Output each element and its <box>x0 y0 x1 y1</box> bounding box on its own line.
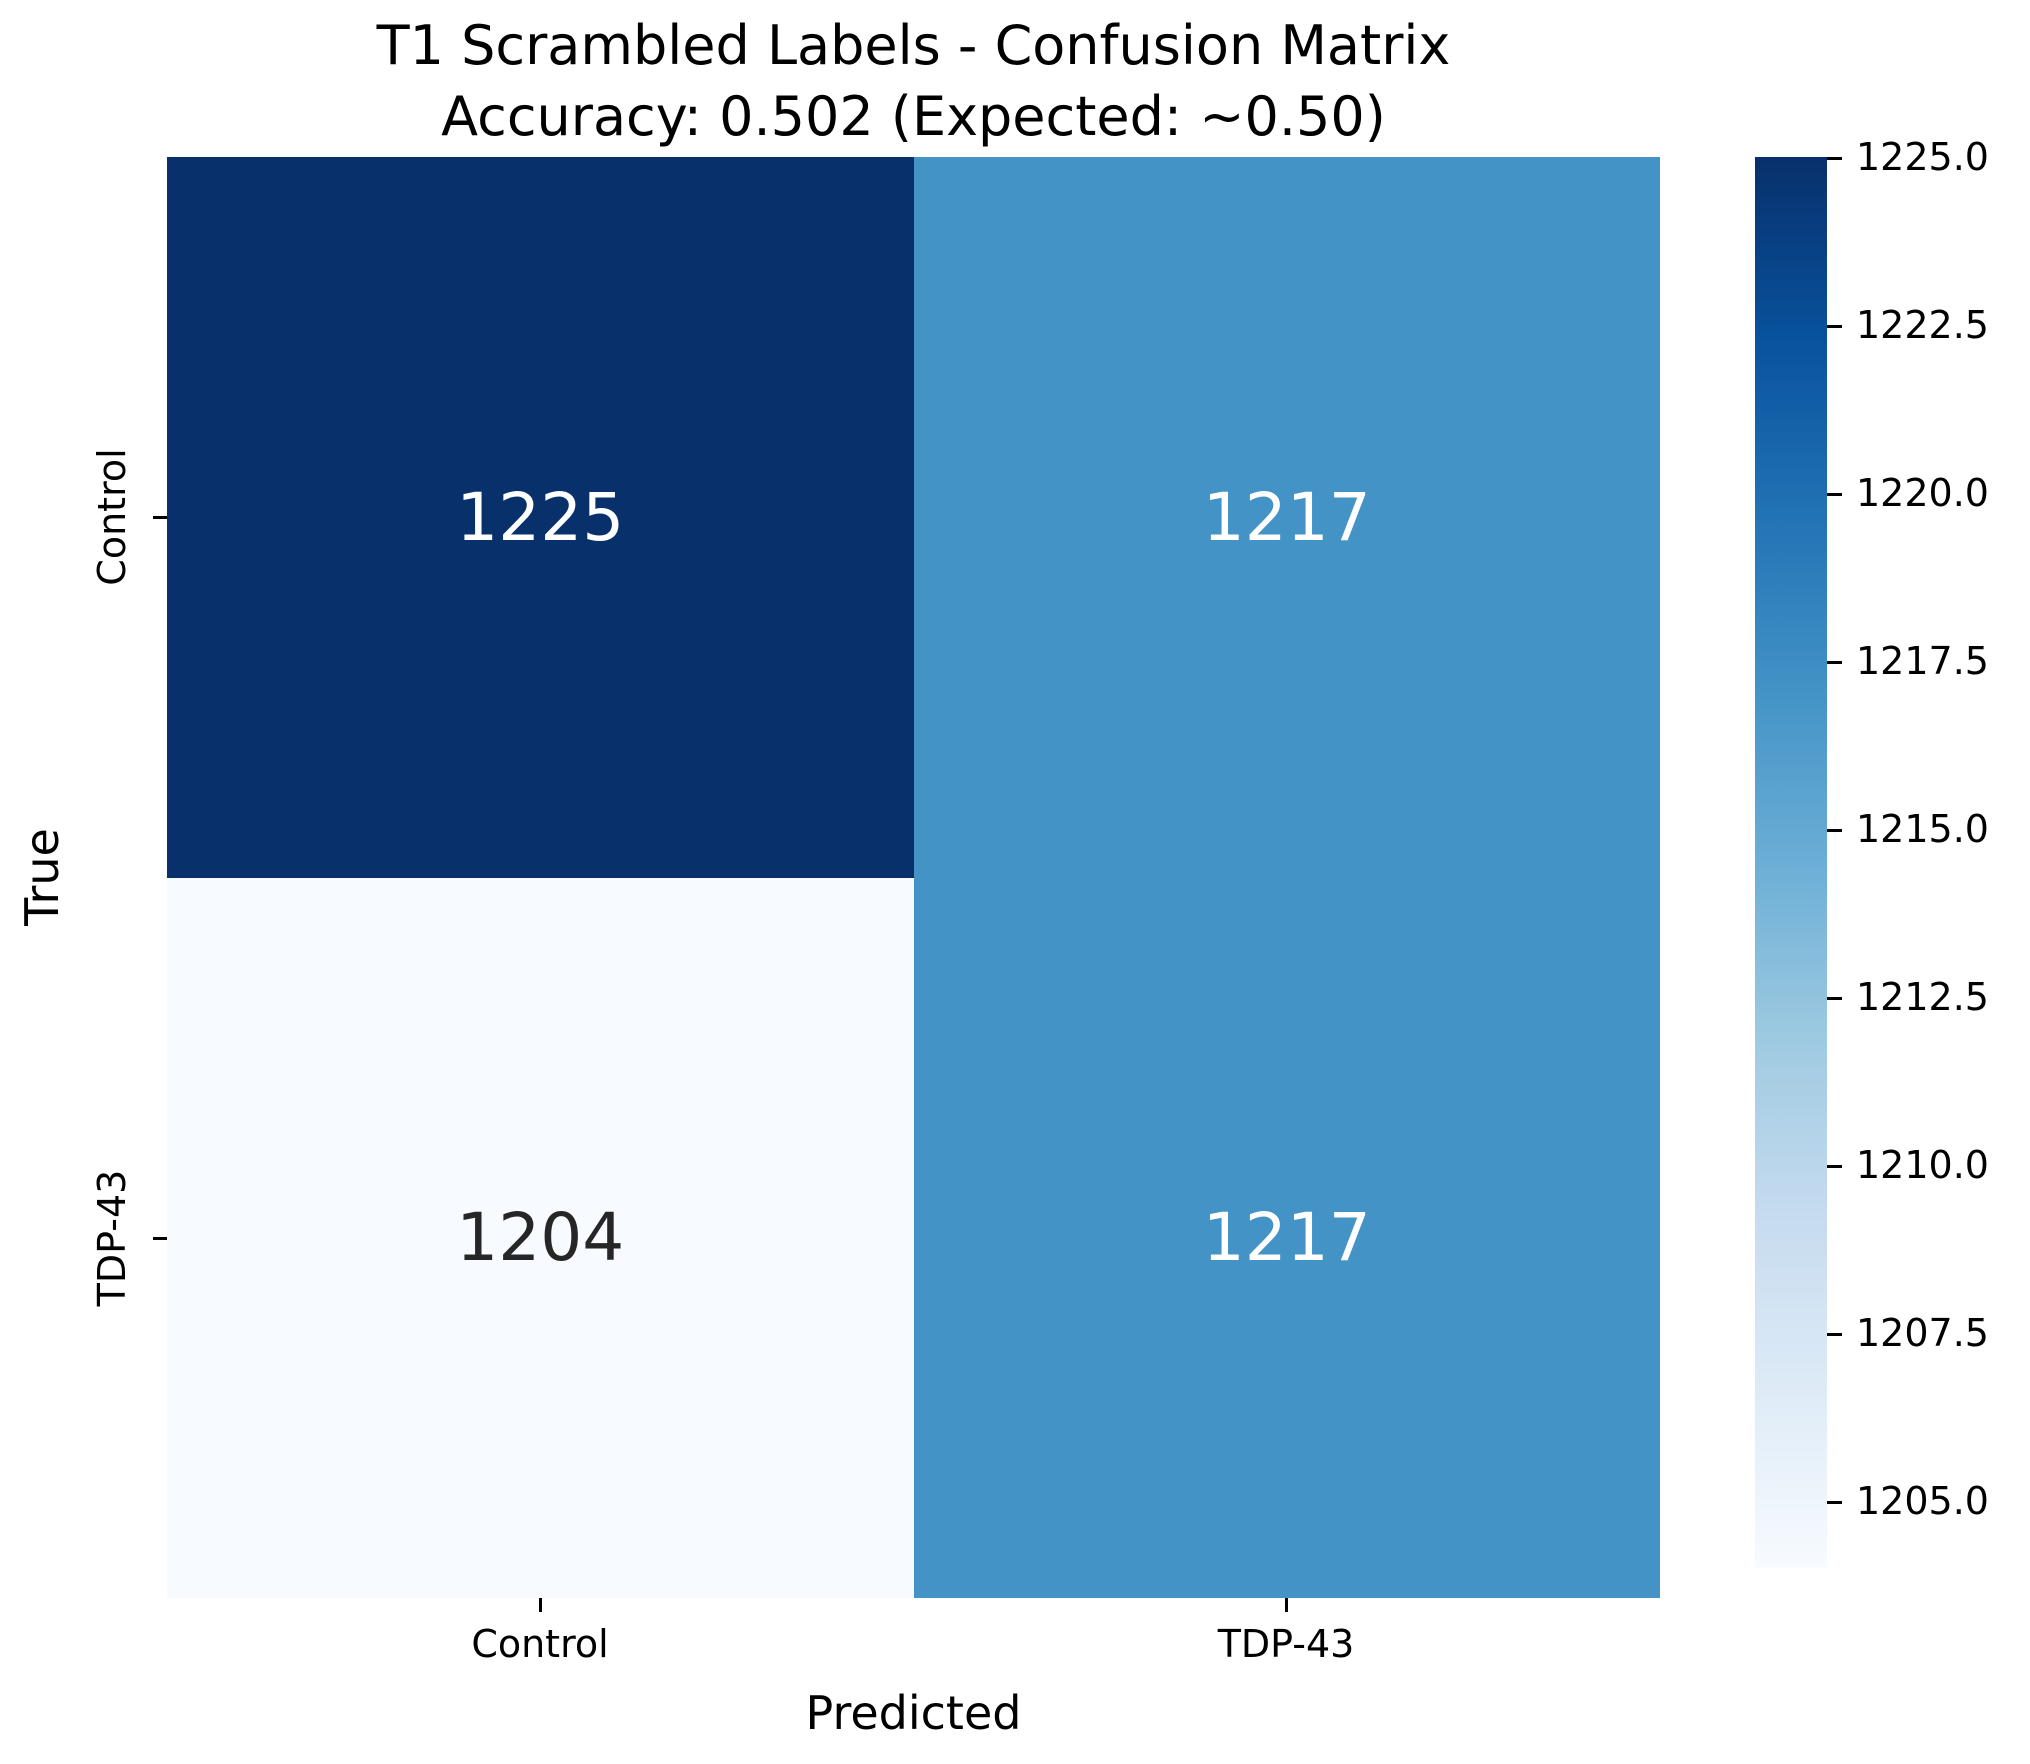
colorbar-tick-label: 1207.5 <box>1856 1311 1989 1355</box>
cell-value: 1204 <box>456 1199 625 1277</box>
colorbar-tick-label: 1217.5 <box>1856 639 1989 683</box>
xtick-mark-tdp43 <box>1285 1598 1288 1612</box>
colorbar-tick-label: 1222.5 <box>1856 303 1989 347</box>
ytick-mark-tdp43 <box>153 1237 167 1240</box>
cell-true-tdp43-pred-tdp43: 1217 <box>913 877 1660 1598</box>
colorbar-tick-mark <box>1827 661 1842 664</box>
ytick-label-tdp43: TDP-43 <box>90 1169 134 1307</box>
colorbar-tick-mark <box>1827 1501 1842 1504</box>
xtick-mark-control <box>539 1598 542 1612</box>
chart-title-line1: T1 Scrambled Labels - Confusion Matrix <box>376 14 1451 77</box>
colorbar-tick-label: 1220.0 <box>1856 471 1989 515</box>
colorbar-tick-mark <box>1827 829 1842 832</box>
xtick-label-control: Control <box>471 1622 609 1666</box>
ytick-mark-control <box>153 516 167 519</box>
colorbar-tick-mark <box>1827 997 1842 1000</box>
xaxis-title: Predicted <box>805 1686 1022 1740</box>
chart-title: T1 Scrambled Labels - Confusion Matrix A… <box>167 10 1660 153</box>
cell-true-control-pred-tdp43: 1217 <box>913 157 1660 878</box>
cell-true-control-pred-control: 1225 <box>167 157 914 878</box>
yaxis-title: True <box>15 828 69 926</box>
cell-true-tdp43-pred-control: 1204 <box>167 877 914 1598</box>
ytick-label-control: Control <box>90 448 134 586</box>
colorbar-tick-label: 1212.5 <box>1856 975 1989 1019</box>
colorbar-tick-mark <box>1827 493 1842 496</box>
xtick-label-tdp43: TDP-43 <box>1217 1622 1355 1666</box>
colorbar-tick-label: 1205.0 <box>1856 1479 1989 1523</box>
cell-value: 1217 <box>1202 478 1371 556</box>
colorbar-tick-label: 1225.0 <box>1856 135 1989 179</box>
cell-value: 1225 <box>456 478 625 556</box>
colorbar-tick-mark <box>1827 1165 1842 1168</box>
cell-value: 1217 <box>1202 1199 1371 1277</box>
colorbar-tick-mark <box>1827 325 1842 328</box>
colorbar-tick-label: 1215.0 <box>1856 807 1989 851</box>
heatmap-grid: 1225 1217 1204 1217 <box>167 157 1660 1598</box>
colorbar-tick-label: 1210.0 <box>1856 1143 1989 1187</box>
colorbar-tick-mark <box>1827 1333 1842 1336</box>
chart-title-line2: Accuracy: 0.502 (Expected: ~0.50) <box>441 85 1386 149</box>
colorbar-tick-mark <box>1827 157 1842 160</box>
colorbar-gradient <box>1755 157 1827 1568</box>
